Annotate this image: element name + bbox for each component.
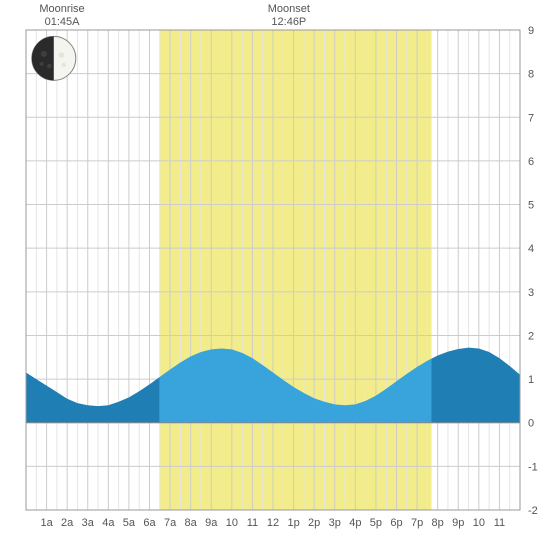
- moon-event-label: Moonset: [268, 3, 310, 15]
- y-tick-label: 2: [528, 330, 534, 342]
- x-tick-label: 9a: [205, 517, 218, 529]
- x-tick-label: 1a: [40, 517, 53, 529]
- moon-phase-icon: [32, 36, 76, 80]
- x-tick-label: 4a: [102, 517, 115, 529]
- x-tick-label: 2p: [308, 517, 320, 529]
- x-tick-label: 5a: [123, 517, 136, 529]
- y-tick-label: 8: [528, 69, 534, 81]
- x-tick-label: 11: [247, 517, 258, 529]
- x-tick-label: 8a: [185, 517, 198, 529]
- x-tick-label: 4p: [349, 517, 361, 529]
- y-tick-label: 5: [528, 200, 534, 212]
- y-tick-label: -2: [528, 505, 538, 517]
- x-tick-label: 1p: [287, 517, 299, 529]
- x-tick-label: 3a: [82, 517, 95, 529]
- x-tick-label: 7a: [164, 517, 177, 529]
- x-tick-label: 3p: [329, 517, 341, 529]
- x-tick-label: 10: [226, 517, 238, 529]
- y-tick-label: 7: [528, 112, 534, 124]
- x-tick-label: 6a: [143, 517, 156, 529]
- moon-event-label: Moonrise: [39, 3, 84, 15]
- x-tick-label: 11: [494, 517, 505, 529]
- x-tick-label: 2a: [61, 517, 74, 529]
- y-tick-label: 1: [528, 374, 534, 386]
- y-tick-label: -1: [528, 461, 538, 473]
- y-tick-label: 9: [528, 25, 534, 37]
- x-tick-label: 12: [267, 517, 279, 529]
- x-tick-label: 5p: [370, 517, 382, 529]
- x-tick-label: 7p: [411, 517, 423, 529]
- moon-event-time: 12:46P: [271, 16, 306, 28]
- x-tick-label: 8p: [432, 517, 444, 529]
- y-tick-label: 4: [528, 243, 534, 255]
- moon-event-time: 01:45A: [45, 16, 81, 28]
- tide-chart: -2-101234567891a2a3a4a5a6a7a8a9a1011121p…: [0, 0, 550, 550]
- y-tick-label: 6: [528, 156, 534, 168]
- y-tick-label: 0: [528, 418, 534, 430]
- x-tick-label: 9p: [452, 517, 464, 529]
- x-tick-label: 10: [473, 517, 485, 529]
- chart-svg: -2-101234567891a2a3a4a5a6a7a8a9a1011121p…: [0, 0, 550, 550]
- x-tick-label: 6p: [390, 517, 402, 529]
- y-tick-label: 3: [528, 287, 534, 299]
